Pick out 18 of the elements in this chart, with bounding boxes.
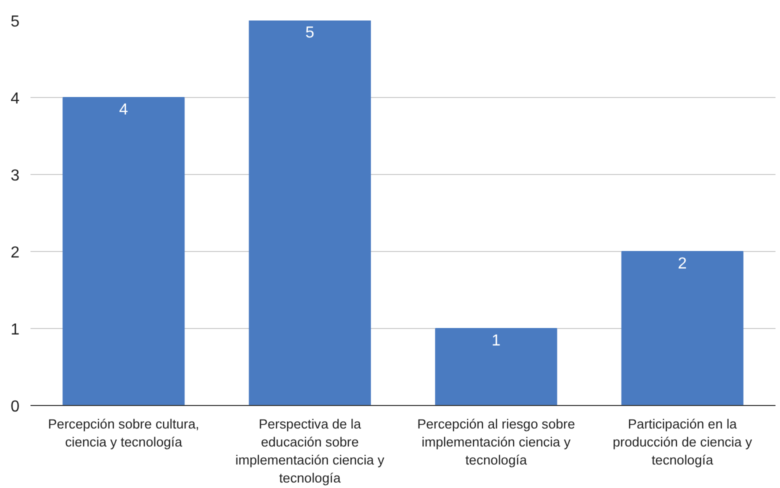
x-tick-label: Perspectiva de la educación sobre implementación ciencia y tecnología [235, 416, 385, 486]
data-label: 4 [119, 102, 128, 118]
data-label: 5 [305, 24, 314, 42]
y-tick-label: 1 [10, 322, 20, 338]
data-label: 1 [492, 332, 501, 350]
data-label: 2 [678, 256, 687, 272]
bar [62, 97, 185, 406]
y-tick-label: 3 [10, 168, 20, 184]
x-tick-label: Participación en la producción de ciencia y tecnología [612, 416, 752, 468]
y-tick-label: 5 [10, 14, 20, 30]
x-tick-label: Percepción al riesgo sobre implementación ciencia y tecnología [417, 416, 576, 468]
y-tick-label: 2 [10, 244, 20, 262]
bar [621, 251, 744, 406]
bar [435, 328, 558, 406]
y-tick-label: 0 [10, 398, 20, 416]
bar [248, 20, 371, 406]
y-tick-label: 4 [10, 90, 20, 108]
x-tick-label: Percepción sobre cultura, ciencia y tecnología [48, 416, 200, 450]
